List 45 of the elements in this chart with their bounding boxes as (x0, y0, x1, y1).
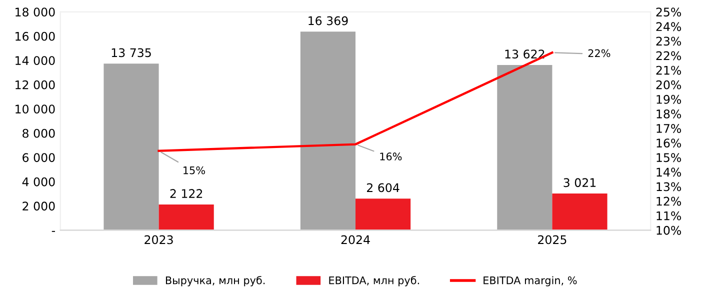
bar (356, 198, 411, 230)
y2-tick-label: 14% (656, 168, 682, 177)
y2-tick-label: 23% (656, 36, 682, 46)
y2-tick-label: 22% (656, 51, 682, 60)
bar (497, 64, 552, 230)
x-tick-label: 2023 (144, 235, 173, 244)
y-tick-label: 14 000 (16, 56, 55, 66)
data-label: 13 735 (112, 48, 151, 58)
y-tick-label: 10 000 (16, 104, 55, 114)
x-tick-label: 2024 (341, 235, 370, 244)
y2-tick-label: 17% (656, 124, 682, 133)
y2-tick-label: 15% (656, 153, 682, 162)
y-tick-label: 18 000 (16, 8, 55, 17)
legend-label: EBITDA, млн руб. (329, 276, 419, 286)
data-label: 2 604 (367, 183, 400, 192)
y2-tick-label: 13% (656, 182, 682, 192)
y2-tick-label: 16% (656, 138, 682, 148)
y2-tick-label: 19% (656, 94, 682, 104)
y2-tick-label: 10% (656, 226, 682, 235)
y2-tick-label: 24% (656, 22, 682, 32)
y-tick-label: 12 000 (16, 80, 55, 90)
bar (300, 32, 356, 230)
y-tick-label: 8 000 (22, 128, 55, 138)
x-tick-label: 2025 (538, 235, 566, 244)
y-tick-label: 4 000 (22, 177, 55, 186)
y2-tick-label: 12% (656, 196, 682, 206)
y2-tick-label: 18% (656, 109, 682, 118)
data-label: 3 021 (564, 178, 596, 188)
bar (552, 194, 608, 230)
bar (158, 204, 214, 230)
legend-label: Выручка, млн руб. (166, 276, 265, 286)
legend-label: EBITDA margin, % (484, 276, 577, 286)
data-label: 2 122 (170, 189, 202, 198)
y-tick-label: - (52, 230, 55, 232)
y2-tick-label: 25% (656, 8, 682, 17)
y-tick-label: 6 000 (22, 153, 55, 162)
y-tick-label: 2 000 (22, 202, 55, 211)
data-label: 22% (588, 49, 610, 58)
data-label: 16 369 (308, 16, 348, 26)
y-tick-label: 16 000 (16, 32, 55, 41)
y2-tick-label: 21% (656, 66, 682, 75)
y2-tick-label: 20% (656, 80, 682, 90)
y2-tick-label: 11% (656, 211, 682, 220)
data-label: 16% (380, 152, 402, 160)
data-label: 15% (184, 166, 205, 174)
